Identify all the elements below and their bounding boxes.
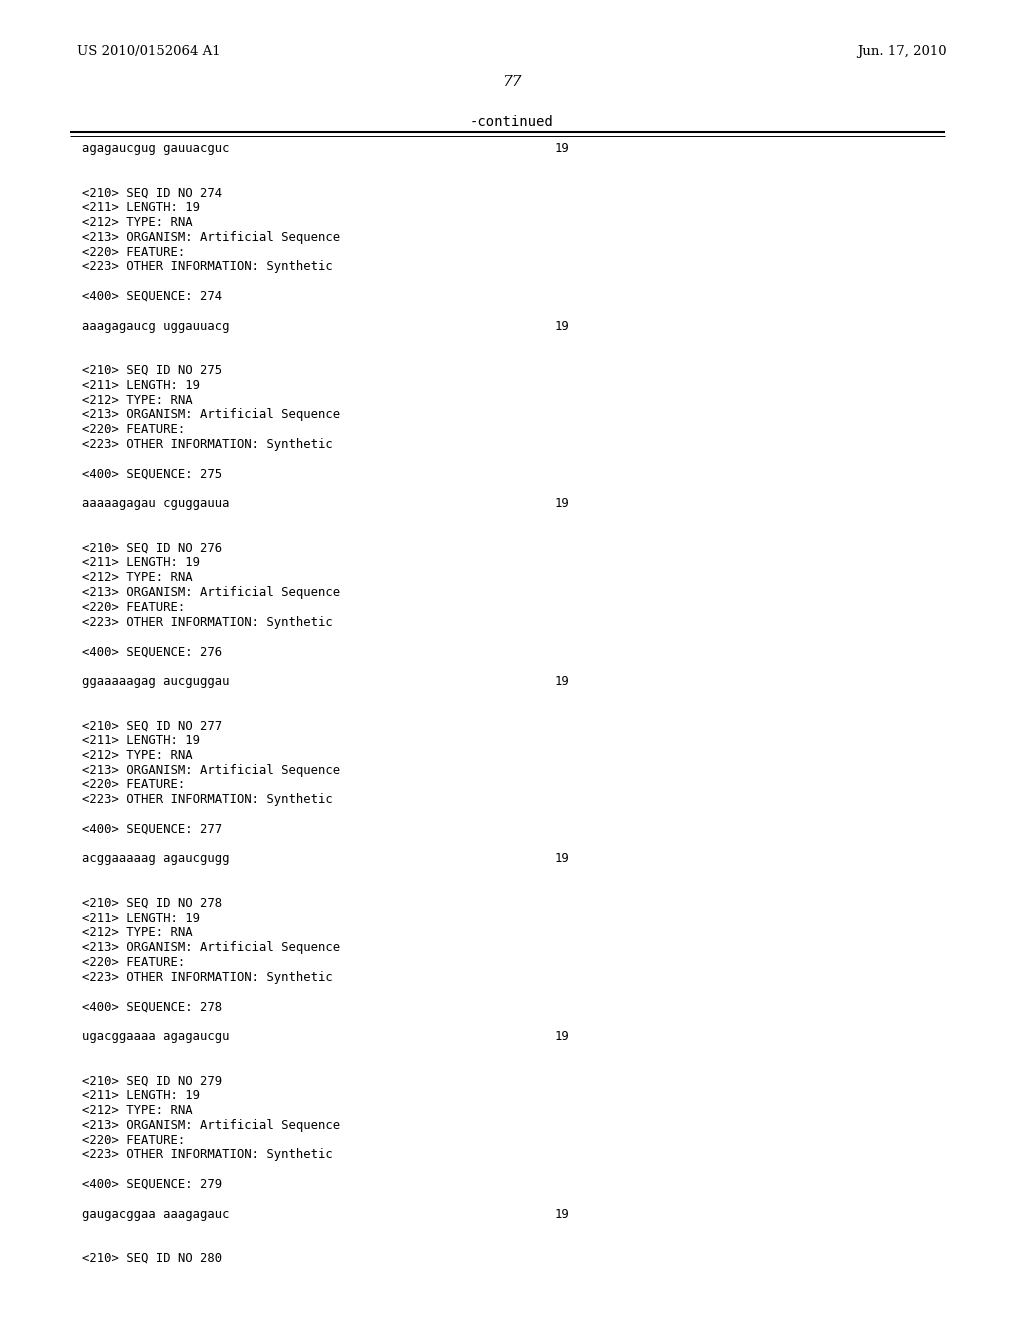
Text: ugacggaaaa agagaucgu: ugacggaaaa agagaucgu (82, 1030, 229, 1043)
Text: <400> SEQUENCE: 278: <400> SEQUENCE: 278 (82, 1001, 222, 1014)
Text: <213> ORGANISM: Artificial Sequence: <213> ORGANISM: Artificial Sequence (82, 408, 340, 421)
Text: <400> SEQUENCE: 276: <400> SEQUENCE: 276 (82, 645, 222, 659)
Text: <211> LENGTH: 19: <211> LENGTH: 19 (82, 557, 200, 569)
Text: <213> ORGANISM: Artificial Sequence: <213> ORGANISM: Artificial Sequence (82, 763, 340, 776)
Text: <210> SEQ ID NO 279: <210> SEQ ID NO 279 (82, 1074, 222, 1088)
Text: <220> FEATURE:: <220> FEATURE: (82, 956, 185, 969)
Text: <212> TYPE: RNA: <212> TYPE: RNA (82, 748, 193, 762)
Text: gaugacggaa aaagagauc: gaugacggaa aaagagauc (82, 1208, 229, 1221)
Text: 77: 77 (502, 75, 522, 88)
Text: agagaucgug gauuacguc: agagaucgug gauuacguc (82, 143, 229, 154)
Text: <213> ORGANISM: Artificial Sequence: <213> ORGANISM: Artificial Sequence (82, 586, 340, 599)
Text: <220> FEATURE:: <220> FEATURE: (82, 246, 185, 259)
Text: <210> SEQ ID NO 274: <210> SEQ ID NO 274 (82, 186, 222, 199)
Text: <210> SEQ ID NO 277: <210> SEQ ID NO 277 (82, 719, 222, 733)
Text: <223> OTHER INFORMATION: Synthetic: <223> OTHER INFORMATION: Synthetic (82, 438, 333, 451)
Text: aaagagaucg uggauuacg: aaagagaucg uggauuacg (82, 319, 229, 333)
Text: <220> FEATURE:: <220> FEATURE: (82, 601, 185, 614)
Text: <223> OTHER INFORMATION: Synthetic: <223> OTHER INFORMATION: Synthetic (82, 615, 333, 628)
Text: <400> SEQUENCE: 277: <400> SEQUENCE: 277 (82, 822, 222, 836)
Text: 19: 19 (555, 675, 569, 688)
Text: acggaaaaag agaucgugg: acggaaaaag agaucgugg (82, 853, 229, 866)
Text: <210> SEQ ID NO 276: <210> SEQ ID NO 276 (82, 541, 222, 554)
Text: US 2010/0152064 A1: US 2010/0152064 A1 (77, 45, 220, 58)
Text: <223> OTHER INFORMATION: Synthetic: <223> OTHER INFORMATION: Synthetic (82, 260, 333, 273)
Text: 19: 19 (555, 498, 569, 511)
Text: <400> SEQUENCE: 274: <400> SEQUENCE: 274 (82, 290, 222, 304)
Text: <211> LENGTH: 19: <211> LENGTH: 19 (82, 1089, 200, 1102)
Text: <213> ORGANISM: Artificial Sequence: <213> ORGANISM: Artificial Sequence (82, 231, 340, 244)
Text: <210> SEQ ID NO 278: <210> SEQ ID NO 278 (82, 896, 222, 909)
Text: <400> SEQUENCE: 279: <400> SEQUENCE: 279 (82, 1177, 222, 1191)
Text: <223> OTHER INFORMATION: Synthetic: <223> OTHER INFORMATION: Synthetic (82, 793, 333, 807)
Text: aaaaagagau cguggauua: aaaaagagau cguggauua (82, 498, 229, 511)
Text: <212> TYPE: RNA: <212> TYPE: RNA (82, 572, 193, 585)
Text: <213> ORGANISM: Artificial Sequence: <213> ORGANISM: Artificial Sequence (82, 941, 340, 954)
Text: <210> SEQ ID NO 280: <210> SEQ ID NO 280 (82, 1251, 222, 1265)
Text: 19: 19 (555, 1030, 569, 1043)
Text: 19: 19 (555, 853, 569, 866)
Text: 19: 19 (555, 319, 569, 333)
Text: <220> FEATURE:: <220> FEATURE: (82, 1134, 185, 1147)
Text: <211> LENGTH: 19: <211> LENGTH: 19 (82, 912, 200, 924)
Text: <223> OTHER INFORMATION: Synthetic: <223> OTHER INFORMATION: Synthetic (82, 1148, 333, 1162)
Text: <211> LENGTH: 19: <211> LENGTH: 19 (82, 201, 200, 214)
Text: <212> TYPE: RNA: <212> TYPE: RNA (82, 216, 193, 228)
Text: <213> ORGANISM: Artificial Sequence: <213> ORGANISM: Artificial Sequence (82, 1119, 340, 1131)
Text: <210> SEQ ID NO 275: <210> SEQ ID NO 275 (82, 364, 222, 378)
Text: 19: 19 (555, 1208, 569, 1221)
Text: <220> FEATURE:: <220> FEATURE: (82, 424, 185, 436)
Text: <212> TYPE: RNA: <212> TYPE: RNA (82, 1104, 193, 1117)
Text: -continued: -continued (470, 115, 554, 129)
Text: Jun. 17, 2010: Jun. 17, 2010 (857, 45, 947, 58)
Text: <223> OTHER INFORMATION: Synthetic: <223> OTHER INFORMATION: Synthetic (82, 970, 333, 983)
Text: <212> TYPE: RNA: <212> TYPE: RNA (82, 927, 193, 940)
Text: <211> LENGTH: 19: <211> LENGTH: 19 (82, 379, 200, 392)
Text: <400> SEQUENCE: 275: <400> SEQUENCE: 275 (82, 467, 222, 480)
Text: <220> FEATURE:: <220> FEATURE: (82, 779, 185, 792)
Text: <211> LENGTH: 19: <211> LENGTH: 19 (82, 734, 200, 747)
Text: 19: 19 (555, 143, 569, 154)
Text: ggaaaaagag aucguggau: ggaaaaagag aucguggau (82, 675, 229, 688)
Text: <212> TYPE: RNA: <212> TYPE: RNA (82, 393, 193, 407)
